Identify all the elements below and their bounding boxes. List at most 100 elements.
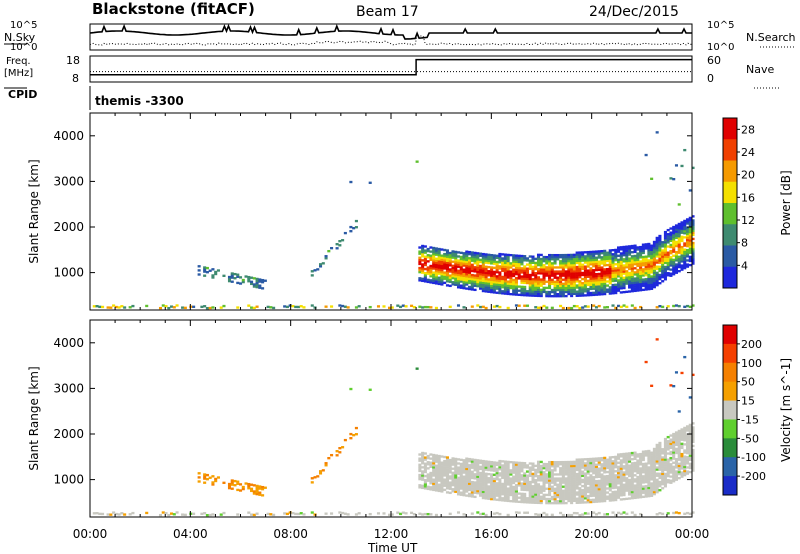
power-cell bbox=[426, 270, 430, 273]
power-cell bbox=[559, 278, 563, 281]
power-cell bbox=[663, 265, 667, 269]
power-cell bbox=[683, 256, 687, 260]
power-cell bbox=[586, 273, 590, 276]
velocity-cell bbox=[479, 473, 483, 477]
velocity-cell bbox=[578, 499, 582, 502]
power-cell bbox=[539, 280, 543, 283]
velocity-cell bbox=[434, 456, 438, 459]
velocity-cell bbox=[603, 493, 607, 497]
power-cell bbox=[592, 271, 596, 274]
power-cell bbox=[443, 263, 447, 266]
velocity-cell bbox=[578, 501, 582, 504]
velocity-cell bbox=[539, 468, 543, 472]
velocity-cell bbox=[349, 432, 353, 436]
power-cell bbox=[429, 266, 433, 270]
power-cell bbox=[145, 304, 149, 308]
power-cell bbox=[556, 270, 560, 273]
power-cell bbox=[534, 282, 538, 285]
velocity-cell bbox=[661, 470, 665, 474]
velocity-cell bbox=[674, 474, 679, 477]
colorbar-tick-label: 8 bbox=[741, 237, 748, 250]
power-cell bbox=[652, 255, 656, 258]
power-cell bbox=[663, 249, 667, 252]
power-cell bbox=[647, 251, 651, 254]
velocity-cell bbox=[487, 462, 491, 466]
power-cell bbox=[600, 276, 604, 280]
power-cell bbox=[581, 292, 585, 295]
velocity-cell bbox=[559, 481, 563, 484]
power-cell bbox=[506, 292, 510, 296]
power-cell bbox=[663, 232, 667, 236]
power-cell bbox=[594, 256, 598, 259]
velocity-cell bbox=[583, 478, 587, 481]
velocity-cell bbox=[622, 465, 626, 468]
power-cell bbox=[583, 269, 587, 272]
power-cell bbox=[663, 251, 667, 254]
velocity-cell bbox=[490, 489, 494, 493]
power-cell bbox=[454, 275, 458, 278]
velocity-cell bbox=[586, 486, 590, 490]
velocity-cell bbox=[617, 471, 621, 475]
power-cell bbox=[628, 267, 632, 271]
power-cell bbox=[600, 258, 604, 261]
velocity-cell bbox=[531, 495, 535, 498]
velocity-cell bbox=[672, 432, 676, 436]
power-cell bbox=[561, 282, 565, 286]
power-cell bbox=[672, 229, 676, 233]
velocity-cell bbox=[448, 467, 452, 470]
velocity-cell bbox=[481, 490, 485, 494]
nave-label: Nave bbox=[746, 63, 774, 76]
velocity-cell bbox=[625, 497, 629, 501]
velocity-cell bbox=[567, 497, 571, 501]
power-cell bbox=[418, 305, 422, 308]
power-cell bbox=[594, 275, 598, 278]
velocity-cell bbox=[470, 474, 474, 478]
power-cell bbox=[468, 271, 472, 274]
velocity-cell bbox=[440, 482, 444, 485]
power-cell bbox=[490, 274, 494, 277]
power-cell bbox=[484, 261, 488, 264]
power-cell bbox=[652, 281, 656, 285]
velocity-cell bbox=[520, 461, 524, 465]
velocity-cell bbox=[506, 477, 510, 480]
velocity-cell bbox=[285, 512, 289, 516]
velocity-cell bbox=[349, 437, 353, 440]
velocity-cell bbox=[650, 472, 654, 475]
power-cell bbox=[677, 239, 681, 242]
power-cell bbox=[594, 260, 598, 264]
velocity-cell bbox=[603, 471, 607, 474]
freq-label: Freq. bbox=[6, 56, 31, 67]
velocity-cell bbox=[514, 471, 518, 475]
velocity-cell bbox=[572, 499, 576, 503]
velocity-cell bbox=[683, 463, 687, 467]
velocity-cell bbox=[583, 493, 587, 496]
power-cell bbox=[302, 306, 306, 309]
power-cell bbox=[672, 225, 676, 229]
power-cell bbox=[564, 280, 568, 283]
velocity-cell bbox=[647, 476, 651, 479]
power-cell bbox=[523, 291, 527, 295]
velocity-cell bbox=[688, 425, 692, 429]
velocity-cell bbox=[669, 471, 673, 474]
power-cell bbox=[677, 261, 681, 265]
power-cell bbox=[479, 275, 483, 278]
power-cell bbox=[531, 280, 535, 283]
power-cell bbox=[506, 259, 510, 263]
power-cell bbox=[451, 268, 455, 272]
velocity-cell bbox=[669, 444, 673, 447]
velocity-cell bbox=[655, 482, 659, 486]
velocity-cell bbox=[487, 468, 491, 472]
power-cell bbox=[354, 219, 358, 223]
power-cell bbox=[498, 305, 502, 309]
power-cell bbox=[600, 284, 604, 288]
power-cell bbox=[454, 254, 458, 258]
power-cell bbox=[128, 306, 132, 309]
velocity-cell bbox=[597, 473, 601, 476]
velocity-cell bbox=[553, 469, 557, 472]
power-cell bbox=[520, 281, 524, 284]
velocity-cell bbox=[655, 513, 659, 516]
power-cell bbox=[437, 247, 441, 251]
power-cell bbox=[592, 283, 596, 286]
velocity-cell bbox=[572, 489, 576, 492]
power-cell bbox=[647, 242, 651, 246]
